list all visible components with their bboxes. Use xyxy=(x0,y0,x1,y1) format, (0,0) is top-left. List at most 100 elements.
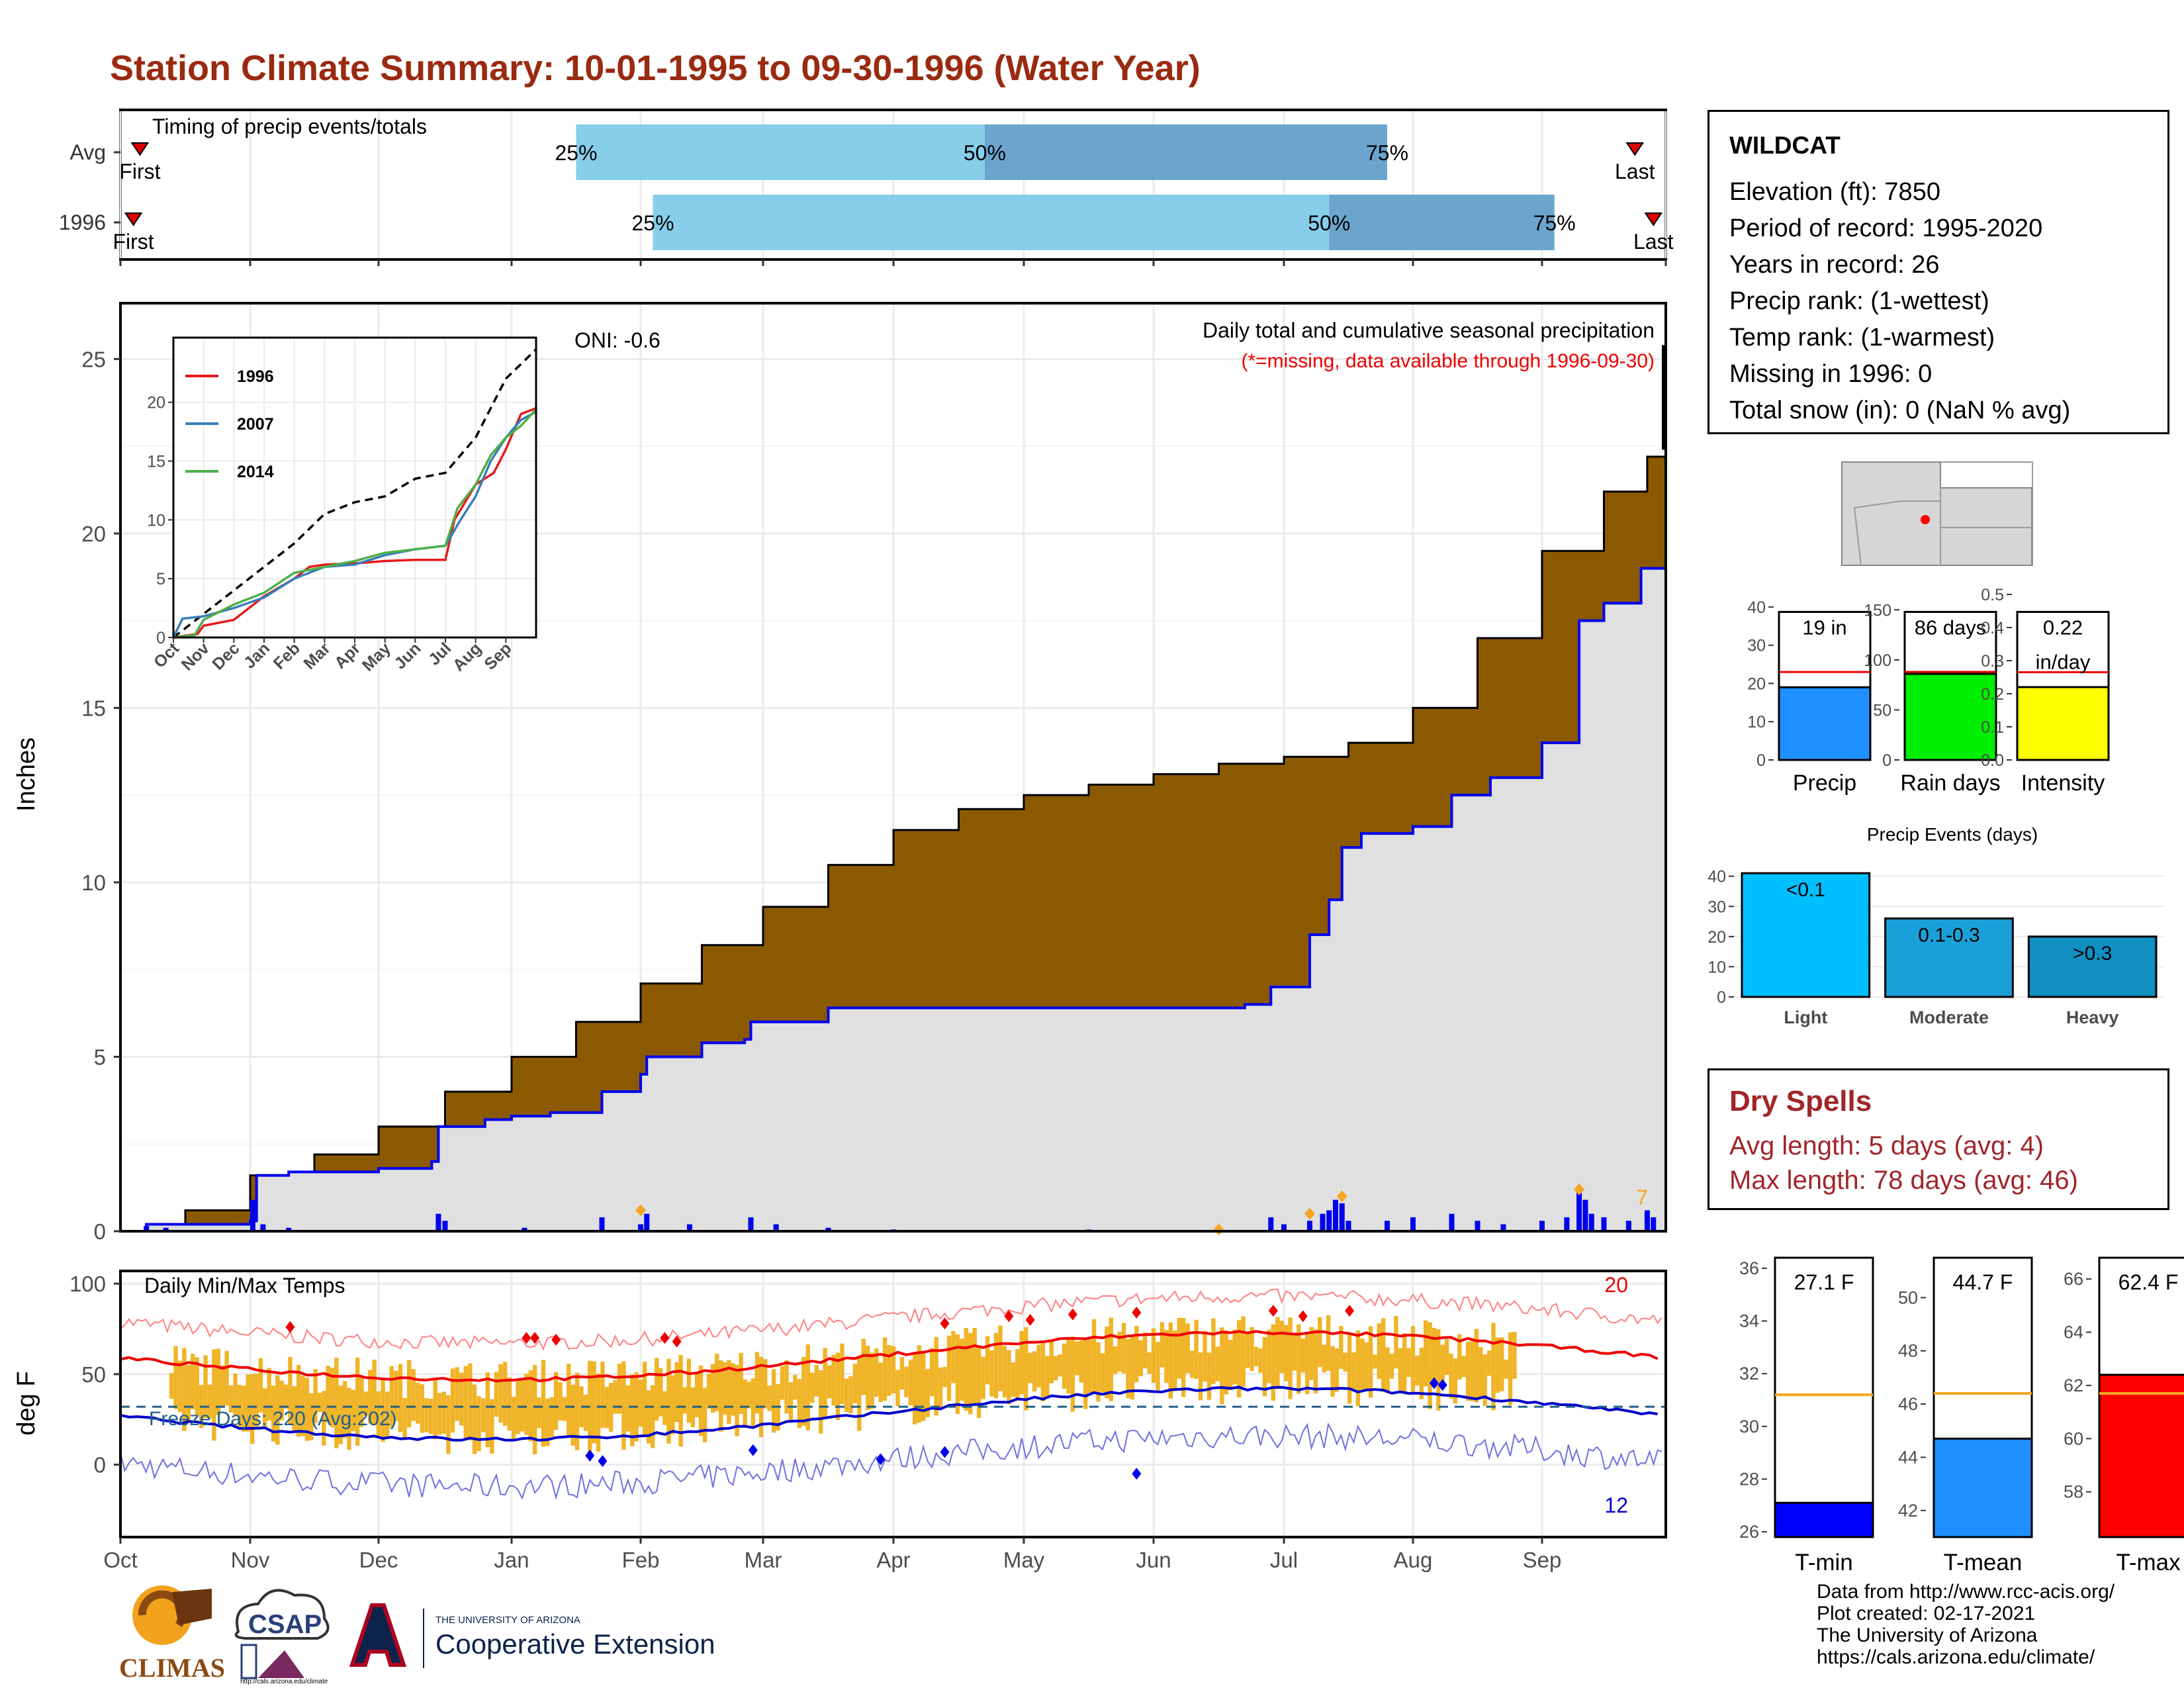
daily-temp-bar xyxy=(844,1378,849,1412)
daily-temp-bar xyxy=(1313,1329,1318,1393)
daily-temp-bar xyxy=(1109,1317,1113,1401)
daily-temp-bar xyxy=(402,1397,407,1440)
daily-temp-bar xyxy=(424,1398,429,1432)
daily-temp-bar xyxy=(797,1379,802,1429)
timing-bar-25-50 xyxy=(653,195,1330,250)
daily-precip-bar xyxy=(1576,1193,1582,1231)
events-bar-value-label: >0.3 xyxy=(2073,943,2112,964)
daily-precip-bar xyxy=(1268,1217,1274,1231)
record-max-line xyxy=(120,1288,1662,1351)
events-y-tick-label: 10 xyxy=(1707,958,1726,976)
daily-temp-bar xyxy=(613,1380,617,1414)
daily-temp-bar xyxy=(706,1374,711,1409)
daily-temp-bar xyxy=(904,1366,909,1397)
daily-temp-bar xyxy=(1049,1340,1054,1383)
daily-temp-bar xyxy=(1364,1342,1369,1389)
daily-temp-bar xyxy=(1091,1319,1097,1393)
daily-temp-bar xyxy=(1500,1337,1504,1391)
daily-temp-bar xyxy=(1250,1327,1254,1372)
daily-temp-bar xyxy=(342,1381,347,1438)
daily-temp-bar xyxy=(1406,1348,1411,1378)
daily-precip-bar xyxy=(144,1226,150,1231)
daily-temp-bar xyxy=(528,1370,533,1442)
credit-line: Data from http://www.rcc-acis.org/ xyxy=(1817,1581,2115,1603)
daily-temp-bar xyxy=(1444,1339,1449,1375)
daily-temp-bar xyxy=(1168,1322,1173,1399)
daily-temp-bar xyxy=(553,1372,559,1430)
record-high-diamond xyxy=(285,1321,295,1333)
daily-temp-bar xyxy=(1267,1329,1271,1383)
daily-temp-bar xyxy=(642,1362,647,1437)
daily-temp-bar xyxy=(468,1363,473,1440)
daily-temp-bar xyxy=(567,1364,571,1436)
daily-temp-bar xyxy=(814,1365,819,1397)
daily-temp-bar xyxy=(1381,1318,1386,1392)
daily-temp-bar xyxy=(309,1393,314,1440)
inset-series-line xyxy=(173,406,537,639)
daily-temp-bar xyxy=(549,1397,554,1437)
daily-temp-bar xyxy=(655,1358,659,1421)
daily-temp-bar xyxy=(359,1376,364,1427)
tsum-y-tick-label: 58 xyxy=(2064,1482,2083,1502)
daily-temp-bar xyxy=(1075,1341,1079,1376)
precip-chart-title: Daily total and cumulative seasonal prec… xyxy=(1203,318,1655,342)
daily-temp-bar xyxy=(511,1396,516,1441)
daily-temp-bar xyxy=(646,1390,651,1444)
daily-temp-bar xyxy=(1271,1324,1276,1401)
daily-temp-bar xyxy=(1258,1348,1263,1373)
daily-temp-bar xyxy=(1347,1334,1352,1404)
record-high-diamond xyxy=(530,1332,540,1344)
mini-bar-value-label: 0.22 xyxy=(2043,616,2083,639)
events-y-tick-label: 20 xyxy=(1707,928,1726,947)
events-bar xyxy=(1884,917,2014,998)
daily-temp-bar xyxy=(1318,1317,1322,1368)
timing-pct-label: 50% xyxy=(1308,211,1350,235)
daily-temp-bar xyxy=(1262,1336,1267,1397)
daily-temp-bar xyxy=(498,1364,503,1423)
precip-events-chart: Precip Events (days) 0 10 20 30 40 <0.1 Light 0.… xyxy=(1707,824,2164,1027)
daily-temp-bar xyxy=(840,1343,844,1405)
mini-bar-value xyxy=(2016,686,2110,761)
daily-temp-bar xyxy=(662,1391,667,1425)
station-location-dot xyxy=(1921,515,1930,524)
daily-temp-bar xyxy=(1491,1323,1496,1411)
mini-y-tick-label: 0.3 xyxy=(1981,652,2004,671)
freeze-days-label: Freeze Days: 220 (Avg:202) xyxy=(149,1408,397,1430)
daily-precip-bar xyxy=(1307,1221,1312,1231)
temp-rank-line: Temp rank: (1-warmest) xyxy=(1729,324,1995,352)
month-label: Feb xyxy=(622,1548,660,1572)
snow-line: Total snow (in): 0 (NaN % avg) xyxy=(1729,397,2071,424)
daily-temp-bar xyxy=(1105,1327,1109,1399)
daily-temp-bar xyxy=(275,1375,280,1445)
timing-bar-50-75 xyxy=(1329,195,1555,250)
daily-temp-bar xyxy=(1053,1356,1058,1381)
month-label: Nov xyxy=(231,1548,270,1572)
period-line: Period of record: 1995-2020 xyxy=(1729,214,2043,242)
daily-temp-bar xyxy=(1423,1320,1428,1387)
daily-temp-bar xyxy=(1402,1333,1407,1393)
station-info-box: WILDCAT Elevation (ft): 7850 Period of r… xyxy=(1707,110,2169,434)
daily-precip-bar xyxy=(1333,1199,1338,1231)
avg-max-line xyxy=(120,1330,1659,1383)
temp-y-tick-label: 50 xyxy=(81,1362,106,1387)
precip-y-tick-label: 25 xyxy=(81,347,106,371)
timing-row-label: 1996 xyxy=(59,211,106,234)
daily-temp-bar xyxy=(394,1370,398,1421)
daily-temp-bar xyxy=(715,1354,719,1411)
daily-temp-bar xyxy=(1147,1352,1152,1374)
daily-temp-bar xyxy=(1181,1318,1186,1397)
mini-y-tick-label: 40 xyxy=(1747,598,1766,617)
inset-legend-label: 2007 xyxy=(237,415,274,434)
month-label: Jul xyxy=(1270,1548,1298,1572)
mini-y-tick-label: 0.4 xyxy=(1981,619,2004,637)
daily-temp-bar xyxy=(1070,1336,1075,1412)
daily-temp-bar xyxy=(250,1374,255,1444)
daily-temp-bar xyxy=(1028,1352,1032,1383)
record-diamond xyxy=(1574,1183,1585,1196)
daily-temp-bar xyxy=(1160,1322,1165,1368)
daily-temp-bar xyxy=(767,1385,772,1411)
daily-temp-bar xyxy=(630,1374,635,1446)
daily-temp-bar xyxy=(1292,1333,1297,1371)
events-bar xyxy=(1741,872,1871,998)
daily-temp-bar xyxy=(1453,1358,1458,1404)
